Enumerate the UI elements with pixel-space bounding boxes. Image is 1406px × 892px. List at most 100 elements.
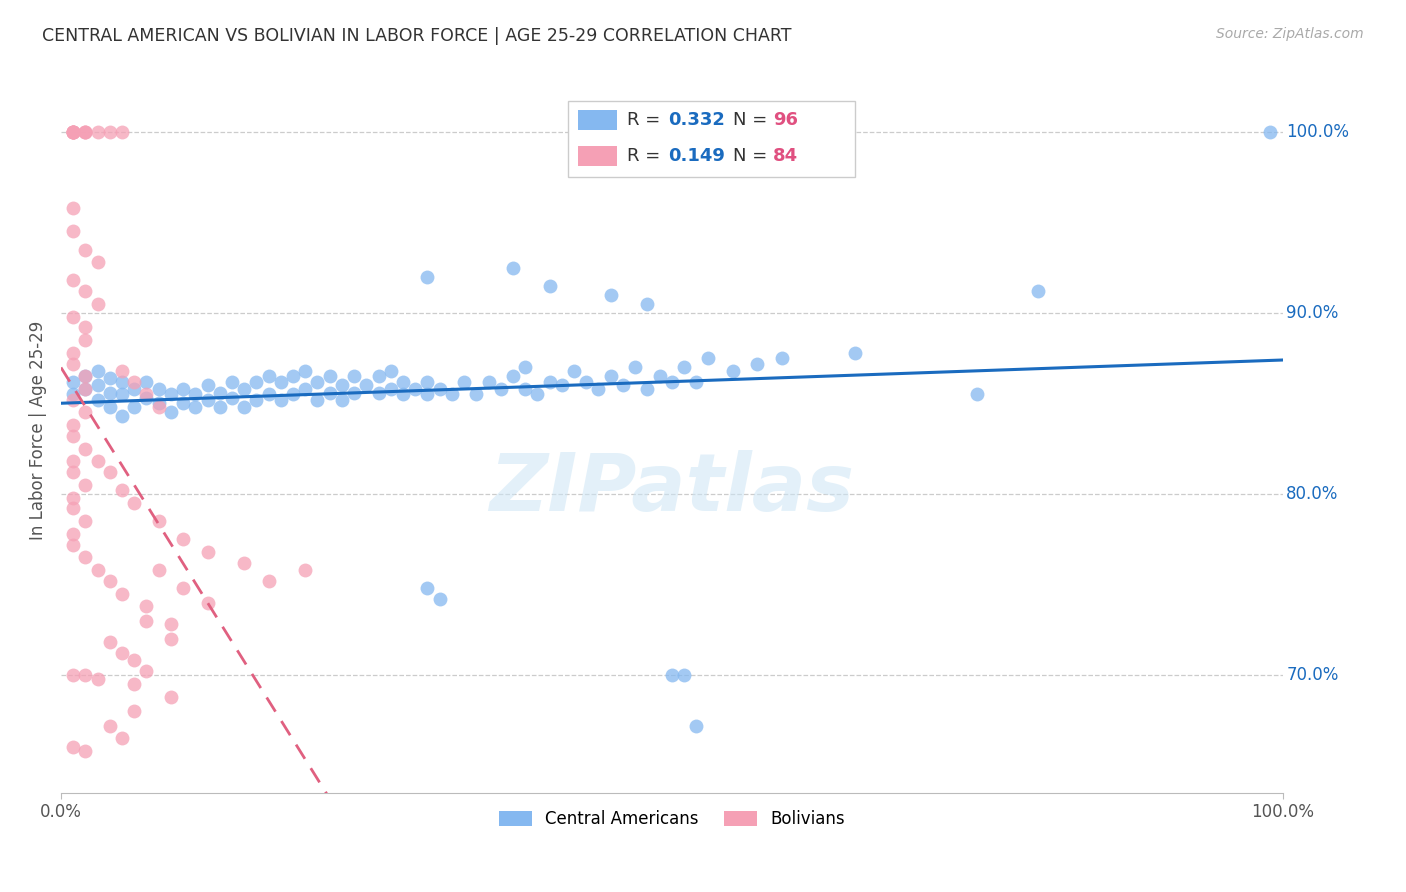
Point	[62, 125, 84, 139]
Point	[75, 405, 97, 419]
Point	[599, 288, 621, 302]
Point	[62, 465, 84, 479]
Point	[318, 385, 340, 400]
Point	[86, 392, 108, 407]
Point	[111, 387, 134, 401]
Point	[98, 635, 121, 649]
Point	[343, 385, 366, 400]
Point	[135, 614, 157, 628]
Point	[62, 418, 84, 433]
Point	[122, 677, 145, 691]
Point	[356, 378, 378, 392]
Point	[75, 382, 97, 396]
Point	[62, 387, 84, 401]
Point	[416, 581, 439, 595]
Point	[672, 668, 695, 682]
Point	[294, 382, 316, 396]
Point	[135, 599, 157, 614]
Point	[245, 392, 267, 407]
Point	[526, 387, 548, 401]
Point	[599, 369, 621, 384]
Point	[515, 360, 537, 375]
Point	[1260, 125, 1282, 139]
Point	[477, 375, 499, 389]
Point	[330, 392, 353, 407]
Point	[538, 375, 561, 389]
Point	[75, 333, 97, 347]
Point	[75, 125, 97, 139]
Point	[111, 731, 134, 746]
Point	[208, 385, 231, 400]
Text: 100.0%: 100.0%	[1286, 123, 1350, 141]
Text: 84: 84	[773, 147, 799, 165]
Point	[62, 125, 84, 139]
Point	[62, 526, 84, 541]
Point	[62, 375, 84, 389]
Point	[111, 646, 134, 660]
Point	[111, 409, 134, 423]
Point	[111, 375, 134, 389]
Point	[661, 668, 683, 682]
Point	[281, 369, 304, 384]
Point	[62, 310, 84, 324]
Point	[111, 125, 134, 139]
Point	[721, 364, 744, 378]
Point	[489, 382, 512, 396]
Point	[197, 545, 219, 559]
Text: ZIPatlas: ZIPatlas	[489, 450, 855, 527]
Point	[122, 375, 145, 389]
Point	[672, 360, 695, 375]
Point	[98, 400, 121, 414]
Point	[122, 704, 145, 718]
Y-axis label: In Labor Force | Age 25-29: In Labor Force | Age 25-29	[30, 321, 46, 541]
Point	[62, 345, 84, 359]
Point	[160, 690, 183, 704]
Point	[75, 442, 97, 456]
Point	[515, 382, 537, 396]
Point	[172, 532, 194, 546]
Point	[184, 400, 207, 414]
Point	[98, 371, 121, 385]
Point	[747, 357, 769, 371]
Point	[62, 740, 84, 755]
Point	[343, 369, 366, 384]
Point	[685, 375, 707, 389]
Point	[160, 632, 183, 646]
Point	[98, 574, 121, 588]
Point	[86, 125, 108, 139]
Point	[257, 574, 280, 588]
Point	[148, 382, 170, 396]
Text: N =: N =	[733, 147, 773, 165]
Text: 80.0%: 80.0%	[1286, 485, 1339, 503]
Point	[75, 369, 97, 384]
Point	[245, 375, 267, 389]
Point	[86, 378, 108, 392]
Point	[502, 369, 524, 384]
Point	[685, 719, 707, 733]
Point	[257, 387, 280, 401]
Point	[62, 668, 84, 682]
Text: 70.0%: 70.0%	[1286, 666, 1339, 684]
FancyBboxPatch shape	[578, 146, 617, 166]
Point	[148, 514, 170, 528]
Point	[318, 369, 340, 384]
Text: R =: R =	[627, 111, 665, 129]
Point	[86, 454, 108, 468]
Point	[172, 396, 194, 410]
Point	[98, 125, 121, 139]
Point	[160, 405, 183, 419]
Point	[588, 382, 610, 396]
Point	[465, 387, 488, 401]
Point	[233, 382, 256, 396]
Point	[624, 360, 647, 375]
Point	[575, 375, 598, 389]
Point	[197, 596, 219, 610]
Point	[62, 538, 84, 552]
Point	[1026, 284, 1049, 298]
Point	[111, 483, 134, 498]
Text: 0.332: 0.332	[668, 111, 725, 129]
Point	[270, 392, 292, 407]
Point	[453, 375, 475, 389]
Point	[367, 369, 389, 384]
Point	[416, 269, 439, 284]
